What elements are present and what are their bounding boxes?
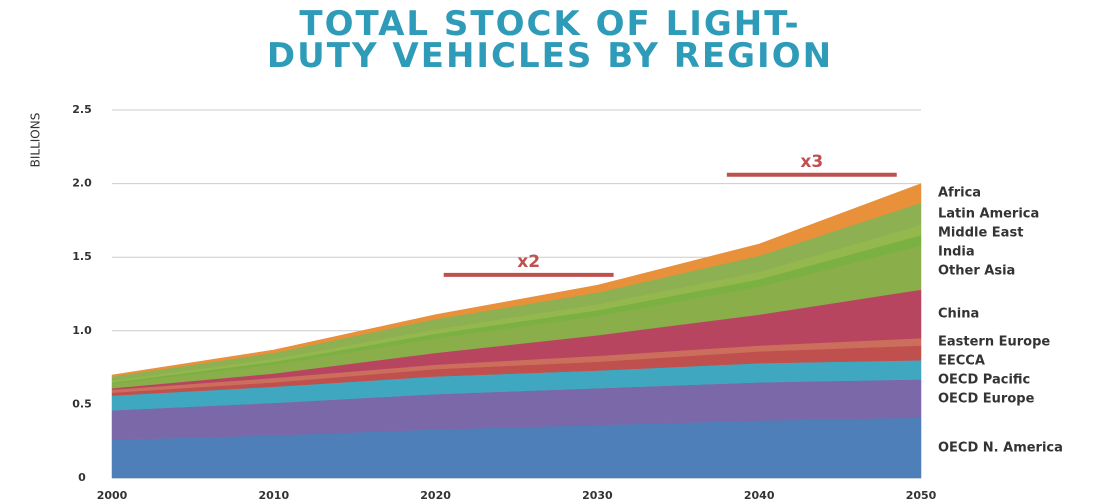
legend-label: China bbox=[938, 306, 979, 321]
legend-label: OECD Pacific bbox=[938, 372, 1030, 387]
legend-label: OECD N. America bbox=[938, 440, 1063, 455]
y-tick-label: 0 bbox=[78, 471, 86, 484]
x-tick-label: 2030 bbox=[582, 489, 613, 502]
x-tick-label: 2040 bbox=[744, 489, 775, 502]
area bbox=[111, 183, 922, 377]
annotation-text: x2 bbox=[517, 252, 540, 272]
y-tick-label: 1.5 bbox=[72, 250, 92, 263]
legend-label: EECCA bbox=[938, 353, 985, 368]
legend-label: OECD Europe bbox=[938, 391, 1035, 406]
y-tick-label: 0.5 bbox=[72, 397, 92, 410]
x-tick-label: 2010 bbox=[258, 489, 289, 502]
legend-label: India bbox=[938, 244, 975, 259]
y-tick-label: 2.5 bbox=[72, 103, 92, 116]
legend-label: Eastern Europe bbox=[938, 334, 1050, 349]
chart-title: TOTAL STOCK OF LIGHT-DUTY VEHICLES BY RE… bbox=[266, 4, 834, 76]
legend-label: Middle East bbox=[938, 225, 1023, 240]
y-axis-label: BILLIONS bbox=[29, 113, 43, 168]
y-tick-label: 2.0 bbox=[72, 177, 92, 190]
x-tick-label: 2020 bbox=[420, 489, 451, 502]
x-tick-label: 2000 bbox=[97, 489, 128, 502]
annotation-text: x3 bbox=[800, 152, 823, 172]
legend-label: Latin America bbox=[938, 206, 1039, 221]
legend-label: Africa bbox=[938, 186, 981, 201]
y-tick-label: 1.0 bbox=[72, 324, 92, 337]
legend-label: Other Asia bbox=[938, 263, 1015, 278]
x-tick-label: 2050 bbox=[906, 489, 937, 502]
